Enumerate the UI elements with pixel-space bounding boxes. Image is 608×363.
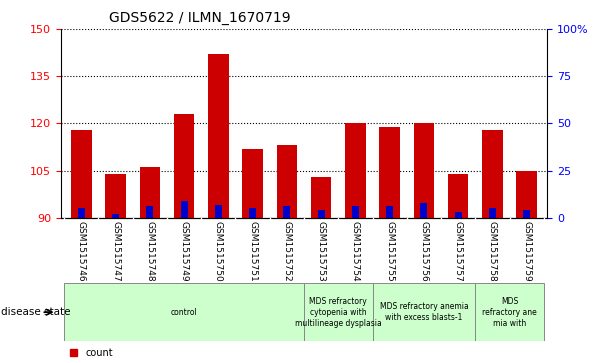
- Bar: [181, 201, 188, 218]
- Bar: [475, 283, 544, 341]
- Bar: [317, 210, 325, 218]
- Bar: [283, 207, 291, 218]
- Bar: [379, 127, 400, 218]
- Bar: [174, 114, 195, 218]
- Text: disease state: disease state: [1, 307, 70, 317]
- Text: GSM1515751: GSM1515751: [248, 221, 257, 282]
- Text: GSM1515759: GSM1515759: [522, 221, 531, 282]
- Bar: [516, 171, 537, 218]
- Bar: [140, 167, 160, 218]
- Text: GSM1515748: GSM1515748: [145, 221, 154, 282]
- Bar: [352, 207, 359, 218]
- Bar: [64, 283, 304, 341]
- Text: GDS5622 / ILMN_1670719: GDS5622 / ILMN_1670719: [109, 11, 291, 25]
- Text: GSM1515754: GSM1515754: [351, 221, 360, 282]
- Bar: [420, 203, 427, 218]
- Text: GSM1515750: GSM1515750: [214, 221, 223, 282]
- Bar: [215, 205, 222, 218]
- Bar: [208, 54, 229, 218]
- Bar: [482, 130, 503, 218]
- Bar: [243, 148, 263, 218]
- Text: MDS refractory
cytopenia with
multilineage dysplasia: MDS refractory cytopenia with multilinea…: [295, 297, 382, 328]
- Text: GSM1515749: GSM1515749: [179, 221, 188, 282]
- Text: control: control: [171, 308, 198, 317]
- Bar: [105, 174, 126, 218]
- Text: GSM1515753: GSM1515753: [317, 221, 326, 282]
- Bar: [112, 214, 119, 218]
- Bar: [78, 208, 85, 218]
- Bar: [277, 146, 297, 218]
- Text: GSM1515746: GSM1515746: [77, 221, 86, 282]
- Bar: [249, 208, 256, 218]
- Text: MDS
refractory ane
mia with: MDS refractory ane mia with: [482, 297, 537, 328]
- Bar: [147, 207, 153, 218]
- Text: GSM1515747: GSM1515747: [111, 221, 120, 282]
- Bar: [345, 123, 365, 218]
- Text: GSM1515755: GSM1515755: [385, 221, 394, 282]
- Text: GSM1515752: GSM1515752: [282, 221, 291, 282]
- Bar: [373, 283, 475, 341]
- Bar: [448, 174, 468, 218]
- Bar: [311, 177, 331, 218]
- Bar: [386, 207, 393, 218]
- Bar: [455, 212, 461, 218]
- Bar: [523, 210, 530, 218]
- Legend: count, percentile rank within the sample: count, percentile rank within the sample: [66, 344, 254, 363]
- Bar: [304, 283, 373, 341]
- Bar: [489, 208, 496, 218]
- Text: MDS refractory anemia
with excess blasts-1: MDS refractory anemia with excess blasts…: [379, 302, 468, 322]
- Bar: [71, 130, 92, 218]
- Text: GSM1515758: GSM1515758: [488, 221, 497, 282]
- Text: GSM1515757: GSM1515757: [454, 221, 463, 282]
- Text: GSM1515756: GSM1515756: [420, 221, 429, 282]
- Bar: [413, 123, 434, 218]
